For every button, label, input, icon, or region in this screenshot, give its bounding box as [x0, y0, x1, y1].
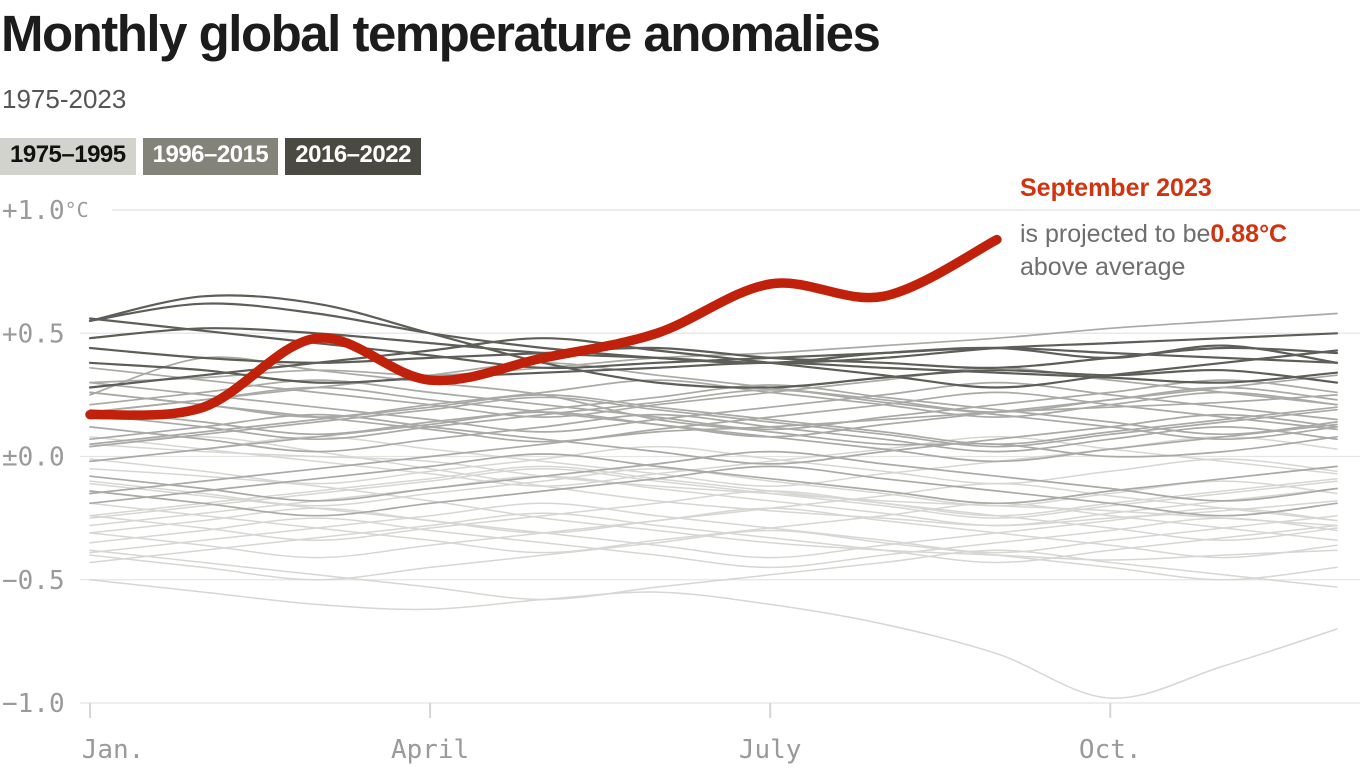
year-line-1998	[89, 356, 1338, 458]
year-line-2002	[89, 391, 1338, 443]
year-line-1975	[89, 549, 1338, 601]
year-line-2022	[88, 346, 1339, 370]
year-line-2001	[89, 413, 1338, 465]
legend-badge-1996-2015: 1996–2015	[142, 138, 279, 175]
x-axis-tick-label: July	[739, 735, 802, 765]
annotation-value: 0.88°C	[1210, 220, 1288, 248]
year-line-1979	[89, 507, 1338, 559]
year-line-2009	[89, 384, 1338, 436]
year-line-2021	[88, 361, 1339, 384]
y-axis-tick-label: −1.0	[2, 689, 65, 719]
year-line-1978	[89, 529, 1338, 581]
year-line-1981	[89, 468, 1338, 507]
y-axis-tick-label: +0.5	[2, 319, 65, 349]
year-line-2023-highlight	[85, 234, 1002, 420]
year-line-1984	[89, 507, 1338, 559]
year-line-2016	[88, 294, 1339, 389]
year-line-2013	[89, 379, 1338, 418]
page-title: Monthly global temperature anomalies	[1, 5, 881, 62]
y-axis-tick-label: −0.5	[2, 566, 65, 596]
year-line-1995	[89, 436, 1338, 487]
y-axis-tick-label: +1.0°C	[2, 196, 89, 226]
year-line-1991	[89, 445, 1338, 485]
year-line-1992	[89, 468, 1338, 561]
y-axis-tick-label: ±0.0	[2, 443, 65, 473]
year-line-1980	[89, 482, 1338, 534]
year-line-2004	[89, 413, 1338, 453]
year-line-1976	[89, 579, 1338, 699]
year-line-2008	[89, 411, 1338, 463]
annotation-body-suffix: above average	[1020, 253, 1186, 281]
year-line-2014	[89, 361, 1338, 413]
year-line-1996	[89, 465, 1338, 517]
year-line-1989	[89, 475, 1338, 527]
era-legend: 1975–1995 1996–2015 2016–2022	[0, 138, 421, 175]
year-line-1982	[89, 512, 1338, 564]
year-line-1993	[89, 490, 1338, 542]
september-2023-annotation: September 2023 is projected to be0.88°C …	[1020, 172, 1365, 284]
year-line-2000	[89, 450, 1338, 502]
annotation-heading: September 2023	[1020, 174, 1212, 202]
year-line-2018	[88, 337, 1339, 389]
year-line-2005	[89, 379, 1338, 431]
year-line-2015	[89, 312, 1338, 384]
legend-badge-1975-1995: 1975–1995	[0, 138, 136, 175]
chart-subtitle: 1975-2023	[2, 84, 127, 114]
x-axis-tick-label: Oct.	[1079, 735, 1142, 765]
x-axis-tick-label: Jan.	[82, 735, 145, 765]
x-axis-tick-label: April	[391, 735, 469, 765]
year-line-1986	[89, 502, 1338, 554]
year-line-2011	[89, 396, 1338, 448]
legend-badge-2016-2022: 2016–2022	[285, 138, 421, 175]
year-line-1987	[89, 465, 1338, 517]
year-line-2010	[89, 366, 1338, 418]
year-line-1977	[89, 502, 1338, 554]
year-line-2007	[89, 381, 1338, 433]
annotation-body-prefix: is projected to be	[1020, 220, 1211, 248]
